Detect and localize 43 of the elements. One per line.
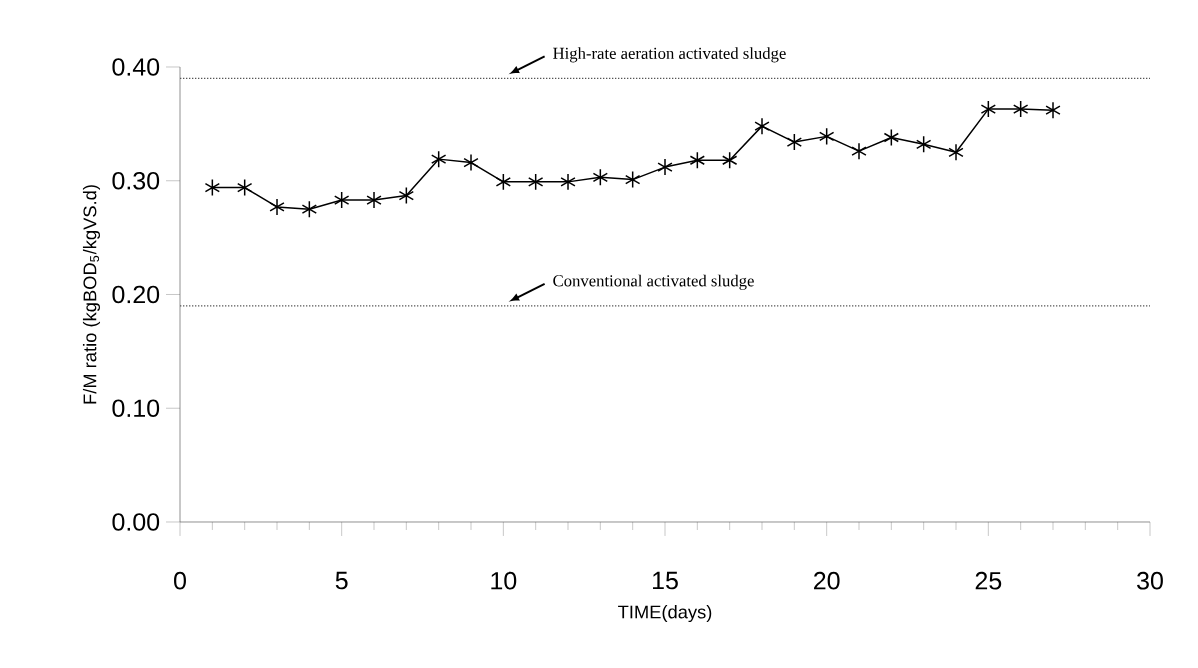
ref-line-label: High-rate aeration activated sludge	[553, 47, 786, 63]
point	[1013, 100, 1029, 118]
x-axis-title: TIME(days)	[618, 605, 712, 623]
point	[463, 153, 479, 172]
ref-line-label: Conventional activated sludge	[553, 274, 754, 290]
x-tick-label: 5	[335, 571, 348, 590]
x-tick-label: 20	[814, 571, 840, 590]
point	[398, 186, 415, 205]
y-tick-label: 0.20	[112, 285, 160, 304]
point	[366, 191, 382, 209]
point	[786, 133, 803, 151]
y-tick-label: 0.30	[112, 171, 160, 190]
y-tick-label: 0.40	[112, 58, 160, 76]
point	[1045, 101, 1061, 119]
point	[204, 178, 221, 197]
x-tick-label: 15	[653, 571, 678, 590]
point	[851, 142, 867, 160]
x-tick-label: 25	[975, 571, 1002, 590]
point	[528, 173, 544, 191]
x-tick-label: 10	[491, 571, 517, 590]
y-axis-title: F/M ratio (kgBOD$_{5}$/kgVS.d)	[82, 185, 101, 404]
point	[689, 151, 706, 170]
point	[657, 158, 673, 176]
point	[431, 150, 447, 168]
point	[269, 198, 285, 216]
point	[334, 191, 350, 209]
point	[883, 128, 900, 147]
point	[980, 100, 997, 118]
x-tick-label: 0	[174, 571, 186, 590]
point	[754, 117, 770, 135]
point	[915, 135, 932, 154]
point	[495, 173, 512, 191]
point	[948, 143, 964, 162]
point	[592, 168, 609, 187]
point	[818, 127, 835, 146]
y-tick-label: 0.00	[112, 513, 160, 531]
point	[560, 173, 576, 191]
point	[301, 200, 318, 218]
x-tick-label: 30	[1137, 571, 1163, 590]
y-tick-label: 0.10	[112, 399, 160, 418]
point	[625, 170, 641, 189]
point	[237, 178, 253, 197]
point	[722, 151, 738, 170]
